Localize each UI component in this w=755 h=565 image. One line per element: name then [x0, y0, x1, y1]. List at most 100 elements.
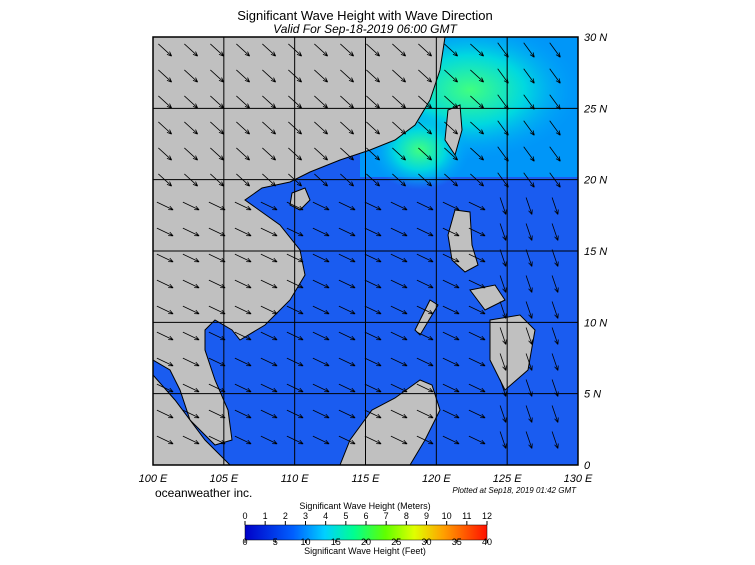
arrow — [314, 69, 329, 83]
arrow — [156, 409, 174, 419]
arrow — [523, 146, 535, 162]
feet-tick-label: 30 — [421, 537, 431, 547]
arrow — [234, 435, 252, 445]
arrow — [184, 121, 199, 135]
graticule — [153, 37, 578, 465]
arrow — [416, 201, 434, 211]
arrow — [470, 43, 485, 57]
arrow — [158, 147, 173, 161]
arrow — [525, 405, 533, 423]
arrow — [549, 42, 561, 58]
arrow — [314, 147, 329, 161]
arrow — [444, 147, 459, 161]
arrow — [390, 435, 408, 445]
arrow — [314, 43, 329, 57]
arrow — [312, 227, 330, 237]
arrow — [392, 121, 407, 135]
arrow — [234, 305, 252, 315]
plotted-note: Plotted at Sep18, 2019 01:42 GMT — [452, 486, 577, 495]
arrow — [470, 69, 485, 83]
arrow — [158, 95, 173, 109]
arrow — [338, 383, 356, 393]
arrow — [549, 146, 561, 162]
arrow — [416, 227, 434, 237]
arrow — [156, 383, 174, 393]
arrow — [525, 223, 533, 241]
arrow — [551, 223, 559, 241]
arrow — [182, 331, 200, 341]
arrow — [442, 227, 460, 237]
arrow — [416, 305, 434, 315]
arrow — [364, 227, 382, 237]
arrow — [468, 331, 486, 341]
arrow — [182, 357, 200, 367]
arrow — [416, 331, 434, 341]
arrow — [418, 43, 433, 57]
arrow — [392, 147, 407, 161]
arrow — [234, 331, 252, 341]
arrow — [499, 301, 507, 319]
arrow — [182, 383, 200, 393]
arrow — [392, 69, 407, 83]
subtitle: Valid For Sep-18-2019 06:00 GMT — [273, 22, 458, 36]
arrow — [312, 279, 330, 289]
meter-tick-label: 0 — [242, 511, 247, 521]
feet-tick-label: 40 — [482, 537, 492, 547]
arrow — [364, 409, 382, 419]
arrow — [551, 275, 559, 293]
lat-label: 5 N — [584, 389, 601, 401]
meter-tick-label: 5 — [343, 511, 348, 521]
arrow — [416, 357, 434, 367]
arrow — [338, 305, 356, 315]
arrow — [390, 357, 408, 367]
arrow — [468, 409, 486, 419]
arrow — [340, 95, 355, 109]
arrow — [262, 95, 277, 109]
arrow — [468, 253, 486, 263]
arrow — [390, 201, 408, 211]
lat-label: 20 N — [583, 175, 607, 187]
arrow — [551, 197, 559, 215]
arrow — [364, 331, 382, 341]
arrow — [442, 357, 460, 367]
feet-tick-label: 10 — [300, 537, 310, 547]
arrow — [340, 43, 355, 57]
arrow — [418, 121, 433, 135]
arrow — [260, 357, 278, 367]
arrow — [262, 69, 277, 83]
legend-title-feet: Significant Wave Height (Feet) — [304, 546, 426, 556]
lat-label: 10 N — [584, 317, 607, 329]
feet-tick-label: 5 — [273, 537, 278, 547]
arrow — [470, 147, 485, 161]
arrow — [260, 279, 278, 289]
arrow — [184, 147, 199, 161]
arrow — [470, 95, 485, 109]
meter-tick-label: 9 — [424, 511, 429, 521]
arrow — [262, 147, 277, 161]
arrow — [444, 121, 459, 135]
arrow — [338, 279, 356, 289]
arrow — [366, 43, 381, 57]
meter-tick-label: 12 — [482, 511, 492, 521]
arrow — [468, 435, 486, 445]
arrow — [468, 357, 486, 367]
arrow — [442, 201, 460, 211]
arrow — [442, 253, 460, 263]
meter-tick-label: 11 — [462, 511, 471, 521]
arrow — [416, 409, 434, 419]
arrow — [312, 383, 330, 393]
arrow — [312, 305, 330, 315]
arrow — [444, 69, 459, 83]
arrow — [182, 253, 200, 263]
lon-label: 115 E — [352, 473, 381, 485]
arrow — [525, 327, 533, 345]
arrow — [364, 201, 382, 211]
visayas — [469, 284, 506, 311]
meter-tick-label: 3 — [303, 511, 308, 521]
arrow — [418, 69, 433, 83]
arrow — [468, 279, 486, 289]
arrow — [442, 435, 460, 445]
arrow — [390, 279, 408, 289]
lon-label: 130 E — [564, 473, 593, 485]
arrow — [312, 331, 330, 341]
